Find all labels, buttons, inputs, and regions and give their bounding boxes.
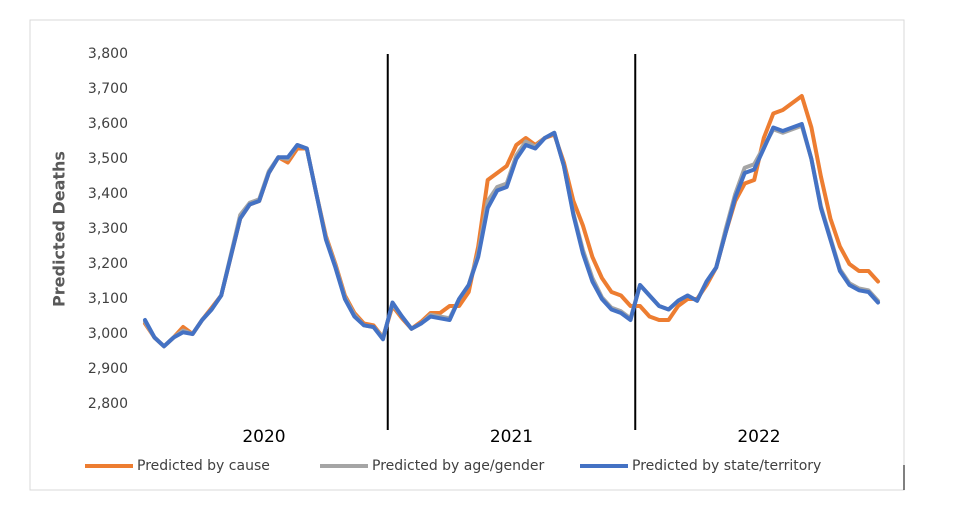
y-tick-label: 3,300: [88, 221, 128, 237]
y-tick-label: 3,200: [88, 256, 128, 272]
x-group-label: 2020: [242, 427, 285, 447]
legend-label: Predicted by cause: [137, 458, 270, 474]
x-group-label: 2022: [737, 427, 780, 447]
y-tick-label: 3,600: [88, 116, 128, 132]
legend-label: Predicted by age/gender: [372, 458, 544, 474]
y-tick-label: 3,000: [88, 326, 128, 342]
legend-label: Predicted by state/territory: [632, 458, 821, 474]
series-line: [143, 122, 880, 349]
chart-frame: [29, 19, 905, 491]
y-tick-label: 3,500: [88, 151, 128, 167]
y-tick-label: 2,800: [88, 396, 128, 412]
y-tick-label: 3,100: [88, 291, 128, 307]
y-tick-label: 3,700: [88, 81, 128, 97]
y-axis-title: Predicted Deaths: [50, 151, 69, 307]
y-tick-label: 3,800: [88, 46, 128, 62]
y-tick-label: 2,900: [88, 361, 128, 377]
y-tick-label: 3,400: [88, 186, 128, 202]
x-group-label: 2021: [490, 427, 533, 447]
